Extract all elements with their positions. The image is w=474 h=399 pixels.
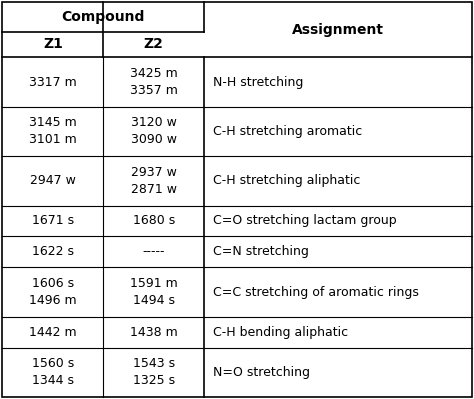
Text: 1680 s: 1680 s [133, 215, 175, 227]
Text: 3425 m
3357 m: 3425 m 3357 m [130, 67, 178, 97]
Text: 3317 m: 3317 m [29, 75, 77, 89]
Text: Z2: Z2 [144, 38, 164, 51]
Text: N=O stretching: N=O stretching [213, 366, 310, 379]
Text: 1442 m: 1442 m [29, 326, 77, 339]
Text: C=O stretching lactam group: C=O stretching lactam group [213, 215, 396, 227]
Text: 2947 w: 2947 w [30, 174, 76, 187]
Text: Assignment: Assignment [292, 23, 384, 37]
Text: C-H stretching aliphatic: C-H stretching aliphatic [213, 174, 360, 187]
Text: C-H bending aliphatic: C-H bending aliphatic [213, 326, 348, 339]
Text: 1671 s: 1671 s [32, 215, 74, 227]
Text: N-H stretching: N-H stretching [213, 75, 303, 89]
Text: 1560 s
1344 s: 1560 s 1344 s [32, 357, 74, 387]
Text: Compound: Compound [62, 10, 145, 24]
Text: 1438 m: 1438 m [130, 326, 178, 339]
Text: C=C stretching of aromatic rings: C=C stretching of aromatic rings [213, 286, 419, 298]
Text: C=N stretching: C=N stretching [213, 245, 309, 259]
Text: 1606 s
1496 m: 1606 s 1496 m [29, 277, 77, 307]
Text: 3145 m
3101 m: 3145 m 3101 m [29, 117, 77, 146]
Text: 1622 s: 1622 s [32, 245, 74, 259]
Text: C-H stretching aromatic: C-H stretching aromatic [213, 125, 362, 138]
Text: -----: ----- [143, 245, 165, 259]
Text: 1591 m
1494 s: 1591 m 1494 s [130, 277, 178, 307]
Text: Z1: Z1 [43, 38, 63, 51]
Text: 1543 s
1325 s: 1543 s 1325 s [133, 357, 175, 387]
Text: 3120 w
3090 w: 3120 w 3090 w [131, 117, 177, 146]
Text: 2937 w
2871 w: 2937 w 2871 w [131, 166, 177, 196]
